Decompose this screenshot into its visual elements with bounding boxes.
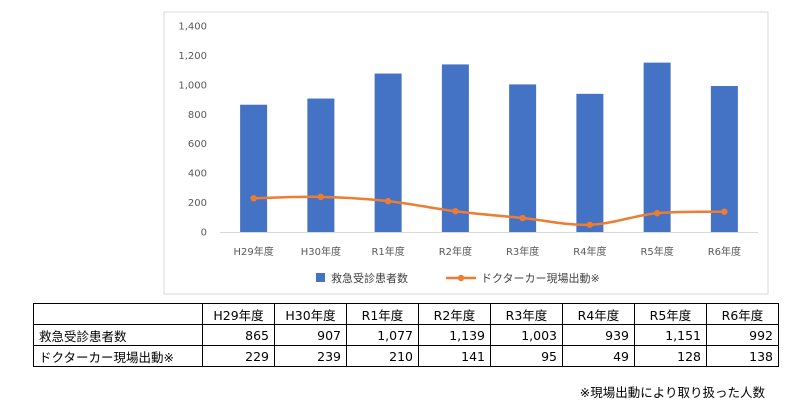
line-path [253,195,725,227]
x-tick-label: R5年度 [640,245,673,258]
table-header-cell: H30年度 [274,303,347,325]
table-header-cell: R4年度 [562,303,635,325]
table-cell: 1,139 [418,324,491,346]
bar [240,104,268,232]
table-header-cell: R5年度 [634,303,707,325]
combo-chart: 0 200 400 600 800 1,000 1,200 1,400 H29年度 H30年度 R… [163,11,769,295]
bar [441,64,469,232]
bar [576,93,604,232]
table-cell: 865 [202,324,275,346]
legend-line-marker [457,274,465,282]
line-point [519,214,526,222]
bar [509,84,537,232]
table-header-cell: R6年度 [706,303,779,325]
y-tick-label: 200 [188,198,207,209]
chart-frame [163,11,769,295]
y-tick-label: 1,400 [178,22,207,33]
x-tick-label: H30年度 [301,245,341,258]
data-table: H29年度 H30年度 R1年度 R2年度 R3年度 R4年度 R5年度 R6年度 救急受診患者… [33,303,779,367]
table-cell: 49 [562,345,635,367]
x-axis-ticks: H29年度 H30年度 R1年度 R2年度 R3年度 R4年度 R5年度 R6年度 [234,245,742,258]
legend: 救急受診患者数 ドクターカー現場出動※ [316,271,600,285]
x-tick-label: R6年度 [708,245,741,258]
table-header-cell: R1年度 [346,303,419,325]
line-point [317,193,325,201]
line-series [250,193,728,228]
bar [374,73,402,232]
legend-bar-swatch [316,273,325,282]
table-cell: 210 [346,345,419,367]
bar [710,86,738,232]
table-row: ドクターカー現場出動※ 229 239 210 141 95 49 128 138 [33,345,779,367]
line-point [250,195,257,202]
y-axis-ticks: 0 200 400 600 800 1,000 1,200 1,400 [178,22,207,239]
line-point [384,197,392,205]
table-cell: 239 [274,345,347,367]
table-cell: 229 [202,345,275,367]
bar [643,62,671,232]
line-point [586,221,594,228]
x-tick-label: R1年度 [371,245,404,258]
x-tick-label: R4年度 [573,245,606,258]
table-cell: 907 [274,324,347,346]
y-tick-label: 400 [188,169,207,180]
y-tick-label: 600 [188,139,207,150]
legend-bar-label: 救急受診患者数 [331,271,408,285]
y-tick-label: 1,000 [178,80,207,91]
table-cell: 1,077 [346,324,419,346]
table-cell: 128 [634,345,707,367]
table-header-cell: H29年度 [202,303,275,325]
bar-series [240,62,738,232]
y-tick-label: 0 [201,228,207,239]
x-tick-label: R3年度 [506,245,539,258]
x-tick-label: R2年度 [439,245,472,258]
table-row-label: 救急受診患者数 [33,324,203,346]
table-cell: 992 [706,324,779,346]
table-cell: 95 [490,345,563,367]
y-tick-label: 1,200 [178,51,207,62]
line-point [452,208,459,215]
table-cell: 141 [418,345,491,367]
footnote: ※現場出動により取り扱った人数 [579,385,765,400]
table-row: 救急受診患者数 865 907 1,077 1,139 1,003 939 1,151 992 [33,324,779,346]
table-corner-cell [33,303,203,325]
table-header-cell: R2年度 [418,303,491,325]
x-tick-label: H29年度 [234,245,274,258]
table-header-row: H29年度 H30年度 R1年度 R2年度 R3年度 R4年度 R5年度 R6年度 [33,303,779,325]
legend-line-label: ドクターカー現場出動※ [481,271,600,285]
bar [307,98,335,232]
table-header-cell: R3年度 [490,303,563,325]
line-point [721,208,728,215]
table-row-label: ドクターカー現場出動※ [33,345,203,367]
table-cell: 1,151 [634,324,707,346]
table-cell: 939 [562,324,635,346]
y-tick-label: 800 [188,110,207,121]
line-point [653,209,661,217]
table-cell: 138 [706,345,779,367]
table-cell: 1,003 [490,324,563,346]
